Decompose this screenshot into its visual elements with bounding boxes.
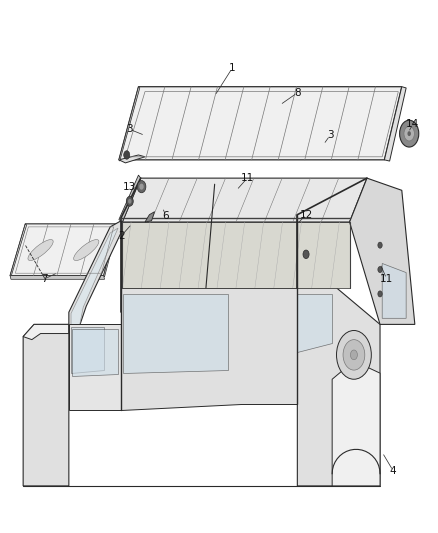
Polygon shape bbox=[69, 221, 122, 334]
Polygon shape bbox=[122, 178, 367, 222]
Text: 4: 4 bbox=[390, 466, 396, 475]
Text: 12: 12 bbox=[300, 209, 313, 220]
Polygon shape bbox=[297, 294, 332, 352]
Polygon shape bbox=[71, 228, 118, 330]
Polygon shape bbox=[23, 325, 69, 340]
Polygon shape bbox=[10, 276, 105, 279]
Polygon shape bbox=[119, 87, 402, 160]
Text: 3: 3 bbox=[327, 131, 333, 141]
Text: 1: 1 bbox=[229, 63, 235, 74]
Ellipse shape bbox=[28, 239, 53, 261]
Polygon shape bbox=[145, 212, 155, 222]
Polygon shape bbox=[69, 325, 121, 403]
Circle shape bbox=[407, 131, 411, 136]
Polygon shape bbox=[382, 263, 406, 318]
Text: 6: 6 bbox=[162, 211, 169, 221]
Circle shape bbox=[126, 197, 133, 206]
Text: 11: 11 bbox=[380, 273, 393, 284]
Circle shape bbox=[124, 151, 130, 159]
Circle shape bbox=[336, 330, 371, 379]
Polygon shape bbox=[297, 288, 380, 486]
Circle shape bbox=[378, 266, 382, 272]
Circle shape bbox=[399, 120, 419, 147]
Text: 14: 14 bbox=[406, 119, 419, 130]
Polygon shape bbox=[71, 327, 104, 373]
Circle shape bbox=[350, 350, 357, 360]
Polygon shape bbox=[121, 288, 297, 410]
Polygon shape bbox=[122, 222, 350, 288]
Circle shape bbox=[303, 250, 309, 259]
Polygon shape bbox=[332, 361, 380, 486]
Text: 13: 13 bbox=[123, 182, 136, 192]
Text: 7: 7 bbox=[42, 273, 48, 284]
Polygon shape bbox=[72, 329, 118, 376]
Circle shape bbox=[378, 291, 382, 297]
Circle shape bbox=[378, 242, 382, 248]
Polygon shape bbox=[123, 294, 228, 373]
Circle shape bbox=[128, 199, 131, 204]
Polygon shape bbox=[119, 175, 141, 222]
Text: 11: 11 bbox=[240, 173, 254, 183]
Text: 8: 8 bbox=[294, 88, 300, 98]
Polygon shape bbox=[10, 224, 117, 276]
Circle shape bbox=[404, 126, 414, 141]
Text: 3: 3 bbox=[127, 124, 133, 134]
Ellipse shape bbox=[74, 239, 99, 261]
Circle shape bbox=[139, 183, 144, 190]
Text: 2: 2 bbox=[118, 231, 124, 241]
Polygon shape bbox=[69, 325, 121, 410]
Polygon shape bbox=[350, 178, 415, 325]
Polygon shape bbox=[119, 155, 145, 163]
Circle shape bbox=[137, 181, 146, 193]
Polygon shape bbox=[10, 224, 27, 277]
Polygon shape bbox=[119, 87, 140, 161]
Circle shape bbox=[343, 340, 365, 370]
Polygon shape bbox=[104, 224, 118, 277]
Polygon shape bbox=[23, 325, 69, 486]
Polygon shape bbox=[385, 87, 406, 161]
